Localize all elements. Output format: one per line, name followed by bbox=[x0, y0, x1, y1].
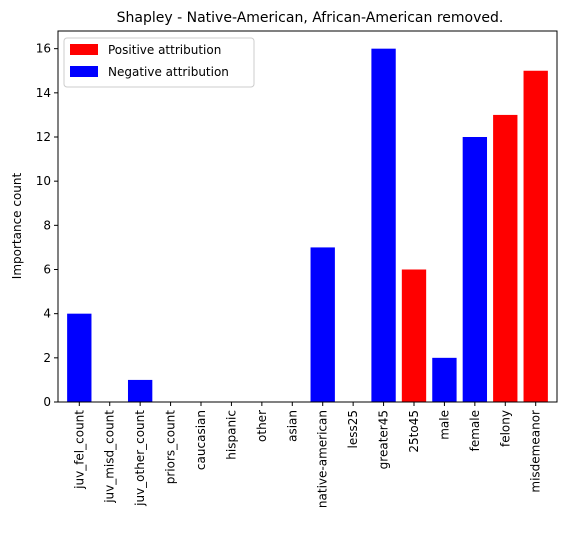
x-tick-label-other: other bbox=[255, 410, 269, 442]
y-axis: 0 2 4 6 8 10 12 14 16 bbox=[36, 42, 58, 409]
x-tick-label-felony: felony bbox=[498, 410, 512, 447]
bar-juv_fel_count bbox=[67, 313, 92, 402]
x-tick-label-25to45: 25to45 bbox=[407, 410, 421, 453]
x-tick-label-juv_fel_count: juv_fel_count bbox=[72, 410, 86, 490]
x-tick-label-priors_count: priors_count bbox=[164, 410, 178, 485]
bar-female bbox=[462, 137, 488, 402]
x-tick-label-female: female bbox=[468, 410, 482, 451]
plot-frame bbox=[57, 30, 558, 403]
y-tick-label: 0 bbox=[43, 395, 51, 409]
bar-greater45 bbox=[371, 48, 396, 403]
legend-box bbox=[63, 37, 255, 88]
bar-native-american bbox=[310, 247, 335, 402]
legend-swatch bbox=[70, 66, 98, 77]
bar-felony bbox=[493, 114, 518, 403]
x-tick-label-caucasian: caucasian bbox=[194, 410, 208, 470]
x-tick-label-asian: asian bbox=[285, 410, 299, 442]
y-tick-label: 4 bbox=[43, 307, 51, 321]
bar-misdemeanor bbox=[523, 70, 548, 402]
y-axis-label: Importance count bbox=[10, 172, 24, 279]
bar-juv_other_count bbox=[127, 379, 153, 402]
x-tick-label-greater45: greater45 bbox=[377, 410, 391, 469]
x-tick-label-less25: less25 bbox=[346, 410, 360, 449]
x-tick-label-juv_other_count: juv_other_count bbox=[133, 410, 147, 507]
y-tick-label: 8 bbox=[43, 218, 51, 232]
x-tick-label-juv_misd_count: juv_misd_count bbox=[103, 410, 117, 504]
x-tick-label-misdemeanor: misdemeanor bbox=[529, 410, 543, 493]
x-tick-label-native-american: native-american bbox=[316, 410, 330, 508]
bars-group bbox=[67, 48, 548, 403]
chart-title: Shapley - Native-American, African-Ameri… bbox=[117, 10, 504, 26]
bar-male bbox=[432, 357, 457, 402]
legend: Positive attribution Negative attribution bbox=[63, 37, 255, 88]
legend-swatch bbox=[70, 44, 98, 55]
y-tick-label: 12 bbox=[36, 130, 51, 144]
x-tick-label-male: male bbox=[437, 410, 451, 440]
y-tick-label: 10 bbox=[36, 174, 51, 188]
legend-label: Positive attribution bbox=[108, 43, 221, 57]
x-tick-label-hispanic: hispanic bbox=[224, 410, 238, 460]
legend-label: Negative attribution bbox=[108, 65, 229, 79]
y-tick-label: 6 bbox=[43, 263, 51, 277]
x-axis: juv_fel_count juv_misd_count juv_other_cou… bbox=[72, 402, 543, 508]
bar-25to45 bbox=[401, 269, 427, 402]
y-tick-label: 16 bbox=[36, 42, 51, 56]
y-tick-label: 14 bbox=[36, 86, 51, 100]
y-tick-label: 2 bbox=[43, 351, 51, 365]
